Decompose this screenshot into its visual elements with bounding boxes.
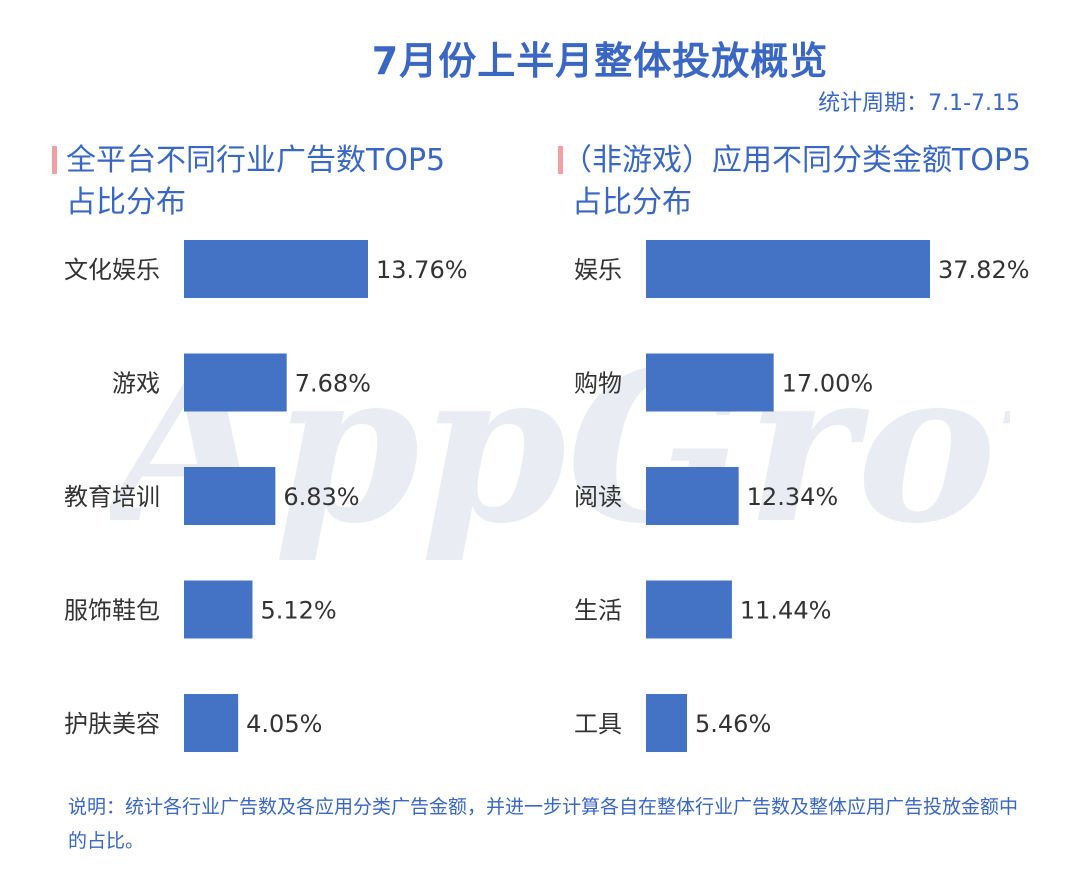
category-label: 购物 bbox=[574, 370, 622, 398]
value-label: 17.00% bbox=[782, 370, 874, 398]
bar bbox=[184, 467, 276, 525]
category-label: 文化娱乐 bbox=[64, 256, 160, 284]
bar bbox=[646, 580, 732, 639]
left-panel-title: 全平台不同行业广告数TOP5 占比分布 bbox=[52, 140, 446, 224]
category-label: 生活 bbox=[574, 597, 622, 625]
right-panel-title-line2: 占比分布 bbox=[572, 185, 692, 220]
value-label: 5.12% bbox=[260, 597, 336, 625]
right-panel-title-line1: （非游戏）应用不同分类金额TOP5 bbox=[562, 143, 1032, 178]
right-title-accent bbox=[558, 146, 563, 174]
value-label: 13.76% bbox=[376, 256, 468, 284]
left-panel-title-line1: 全平台不同行业广告数TOP5 bbox=[66, 143, 446, 178]
category-label: 护肤美容 bbox=[64, 710, 160, 738]
category-label: 游戏 bbox=[112, 370, 160, 398]
left-panel-title-line2: 占比分布 bbox=[66, 185, 186, 220]
left-title-accent bbox=[52, 146, 57, 174]
value-label: 37.82% bbox=[938, 256, 1030, 284]
bar bbox=[646, 240, 930, 298]
value-label: 4.05% bbox=[246, 710, 322, 738]
category-label: 娱乐 bbox=[574, 256, 622, 284]
bar bbox=[184, 240, 368, 298]
value-label: 11.44% bbox=[740, 597, 832, 625]
bar bbox=[646, 467, 739, 525]
category-label: 服饰鞋包 bbox=[64, 597, 160, 625]
category-label: 阅读 bbox=[574, 483, 622, 511]
category-label: 教育培训 bbox=[64, 483, 160, 511]
stat-period: 统计周期：7.1-7.15 bbox=[818, 91, 1020, 116]
right-panel-title: （非游戏）应用不同分类金额TOP5 占比分布 bbox=[558, 140, 1031, 224]
bar bbox=[646, 694, 688, 752]
value-label: 6.83% bbox=[283, 483, 359, 511]
bar bbox=[184, 694, 239, 752]
value-label: 12.34% bbox=[747, 483, 839, 511]
value-label: 5.46% bbox=[695, 710, 771, 738]
value-label: 7.68% bbox=[295, 370, 371, 398]
footnote: 说明：统计各行业广告数及各应用分类广告金额，并进一步计算各自在整体行业广告数及整… bbox=[68, 796, 1019, 852]
industry-ad-count-bar-chart: 文化娱乐 13.76% 游戏 7.68% 教育培训 6.83% 服饰鞋包 5.12% 护肤美容 4… bbox=[64, 240, 468, 752]
category-label: 工具 bbox=[574, 710, 622, 738]
bar bbox=[184, 580, 253, 639]
bar bbox=[646, 353, 774, 412]
bar bbox=[184, 353, 287, 412]
page-title: 7月份上半月整体投放概览 bbox=[371, 39, 829, 83]
